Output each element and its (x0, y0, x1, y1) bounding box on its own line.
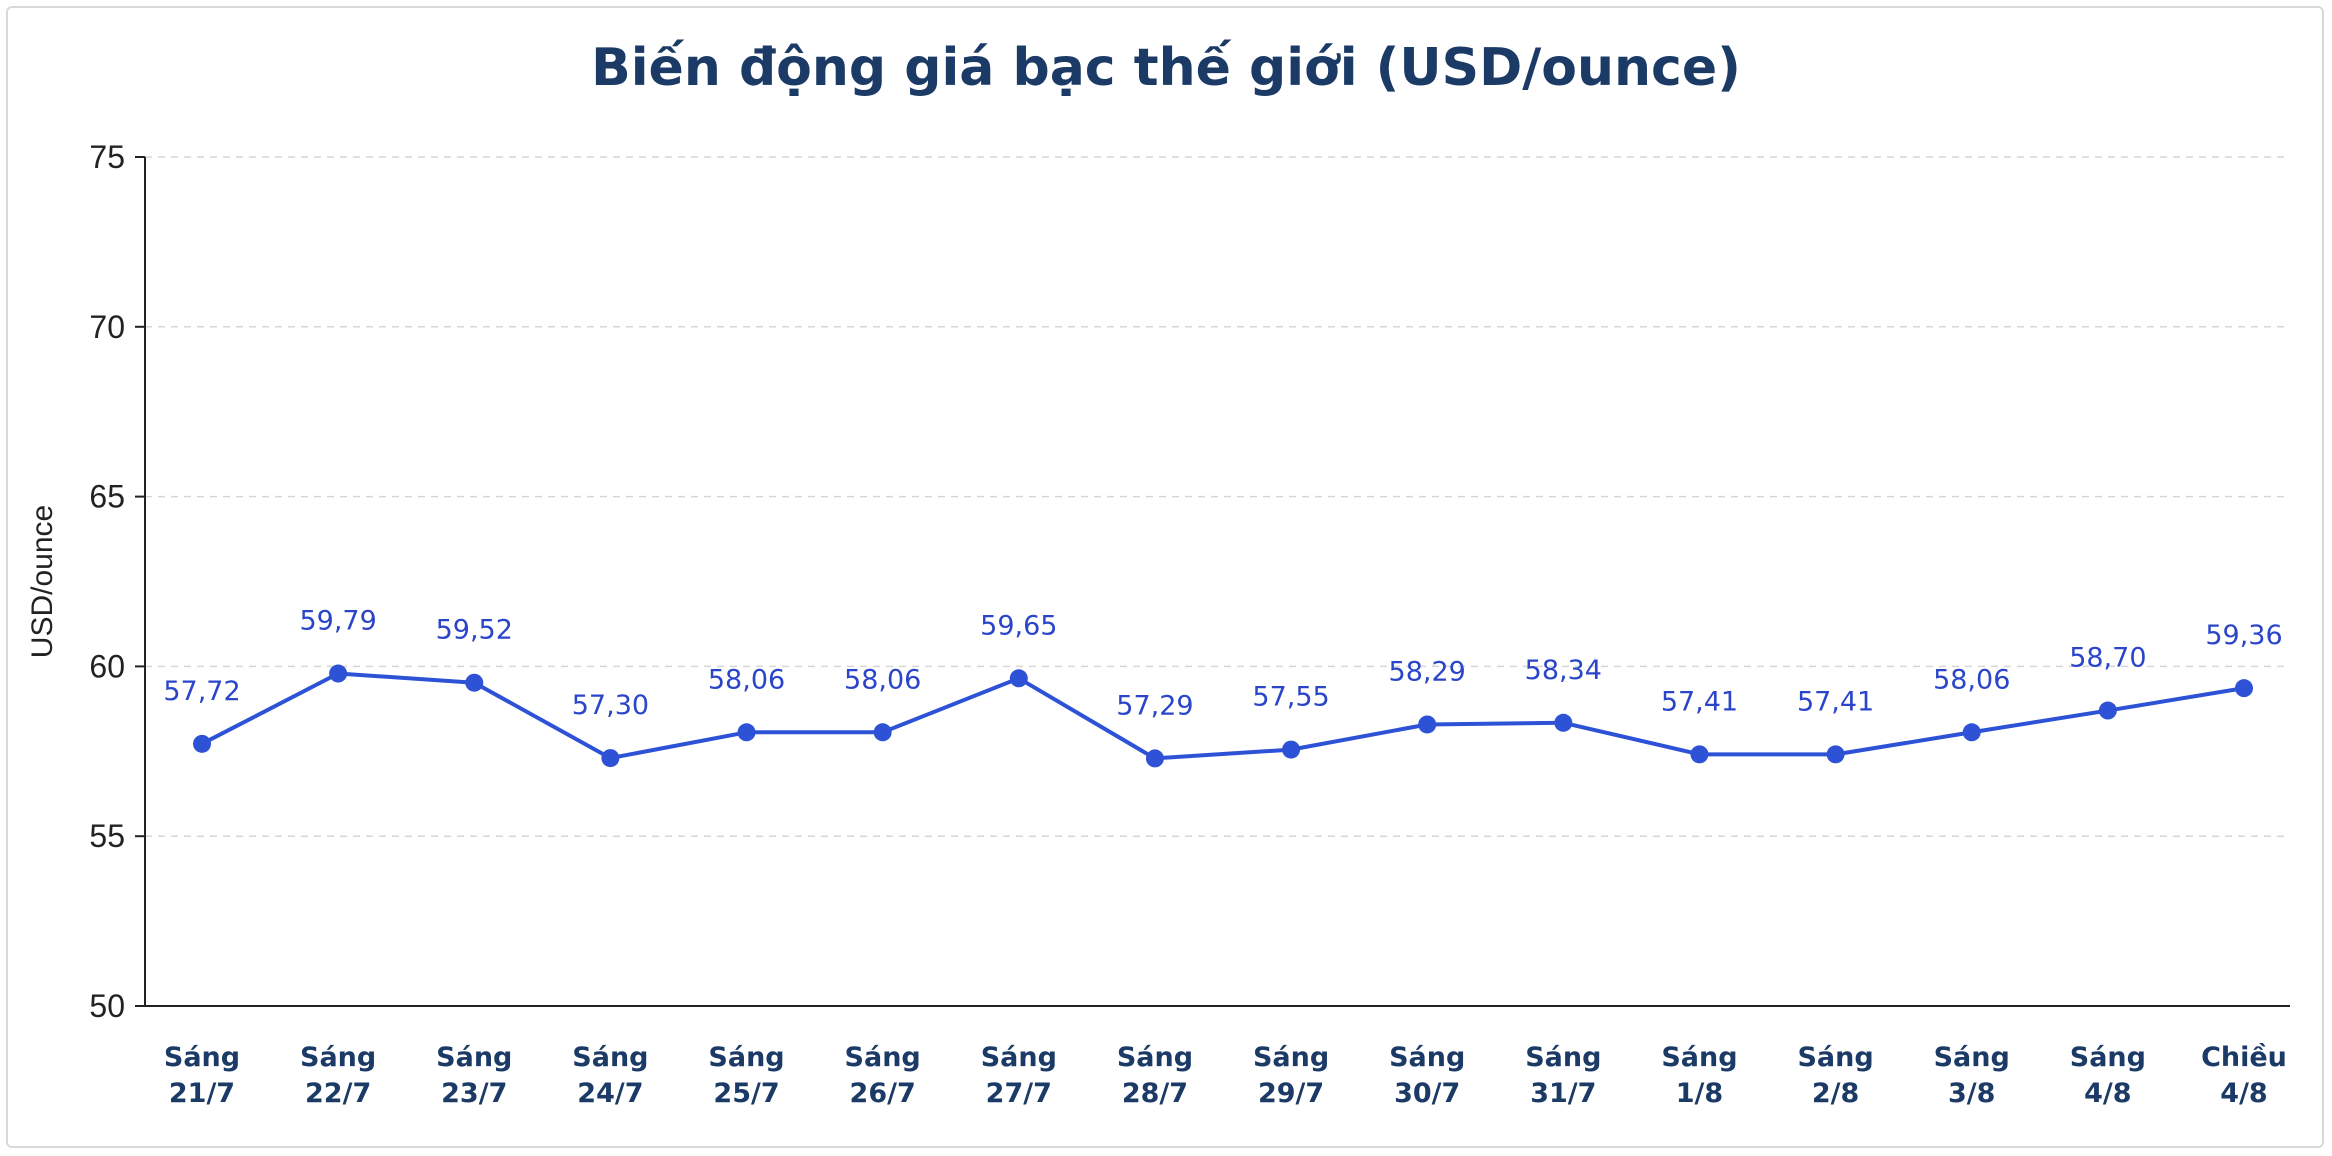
data-point (2235, 679, 2253, 698)
x-tick-label: Sáng 28/7 (1117, 1042, 1193, 1109)
data-point (1009, 669, 1028, 688)
x-tick-label: Sáng 24/7 (572, 1042, 648, 1109)
data-label: 59,52 (436, 615, 513, 646)
x-tick-label: Sáng 4/8 (2070, 1042, 2146, 1109)
y-tick-label: 75 (89, 139, 125, 175)
data-label: 58,06 (844, 664, 921, 695)
x-tick-label: Sáng 25/7 (708, 1042, 784, 1109)
x-tick-label: Sáng 2/8 (1797, 1042, 1873, 1109)
data-point (1962, 723, 1981, 742)
x-tick-label: Sáng 21/7 (164, 1042, 240, 1109)
data-point (601, 749, 620, 768)
x-tick-label: Sáng 31/7 (1525, 1042, 1601, 1109)
data-point (1826, 745, 1845, 764)
gridlines (145, 156, 2290, 837)
data-label: 57,30 (572, 690, 649, 721)
x-tick-label: Sáng 1/8 (1661, 1042, 1737, 1109)
y-tick-labels: 50 55 60 65 70 75 (89, 139, 125, 1024)
x-tick-label: Sáng 26/7 (845, 1042, 921, 1109)
data-label: 59,65 (980, 610, 1057, 641)
data-point (329, 664, 348, 683)
chart-title: Biến động giá bạc thế giới (USD/ounce) (591, 38, 1741, 98)
data-label: 58,06 (708, 664, 785, 695)
x-tick-label: Sáng 23/7 (436, 1042, 512, 1109)
data-point (1554, 713, 1573, 732)
y-tick-label: 65 (89, 479, 125, 515)
y-axis-label: USD/ounce (26, 505, 59, 658)
data-label: 59,79 (299, 606, 376, 637)
data-point (465, 673, 484, 692)
y-tick-label: 55 (89, 818, 125, 854)
data-labels: 57,72 59,79 59,52 57,30 58,06 58,06 59,65 57,29… (163, 606, 2282, 722)
series-silver-price (193, 664, 2253, 768)
x-tick-label: Sáng 3/8 (1934, 1042, 2010, 1109)
data-label: 58,29 (1389, 656, 1466, 687)
chart-frame (6, 6, 2324, 1148)
series-line (201, 671, 2245, 761)
data-point (1145, 749, 1164, 768)
data-point (1282, 740, 1301, 759)
data-label: 57,41 (1661, 686, 1738, 717)
data-point (1418, 715, 1437, 734)
y-tick-label: 50 (89, 988, 125, 1024)
data-label: 58,70 (2069, 643, 2146, 674)
data-label: 59,36 (2205, 620, 2282, 651)
y-tick-label: 70 (89, 309, 125, 345)
data-point (1690, 745, 1709, 764)
axes (135, 156, 2290, 1007)
y-tick-label: 60 (89, 648, 125, 684)
data-label: 58,34 (1525, 655, 1602, 686)
x-tick-label: Chiều 4/8 (2201, 1042, 2287, 1109)
data-point (873, 723, 892, 742)
data-label: 57,41 (1797, 686, 1874, 717)
data-label: 57,29 (1116, 690, 1193, 721)
data-point (2098, 701, 2117, 720)
data-label: 57,55 (1252, 682, 1329, 713)
x-tick-label: Sáng 29/7 (1253, 1042, 1329, 1109)
x-tick-label: Sáng 22/7 (300, 1042, 376, 1109)
x-tick-label: Sáng 27/7 (981, 1042, 1057, 1109)
x-tick-label: Sáng 30/7 (1389, 1042, 1465, 1109)
data-point (193, 734, 211, 753)
x-tick-labels: Sáng 21/7 Sáng 22/7 Sáng 23/7 Sáng 24/7 Sáng 25/7… (164, 1042, 2287, 1109)
data-label: 57,72 (163, 676, 240, 707)
data-point (737, 723, 756, 742)
data-label: 58,06 (1933, 664, 2010, 695)
